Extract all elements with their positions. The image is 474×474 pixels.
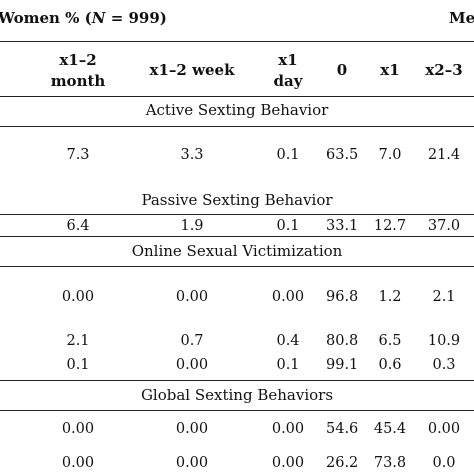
cell: 0.1 [276, 147, 300, 163]
cell: 10.9 [427, 333, 461, 349]
cell: 63.5 [326, 147, 359, 163]
cell: 0.6 [378, 357, 402, 373]
col-header-month-line1: x1–2 [59, 51, 97, 69]
cell: 0.00 [271, 289, 305, 305]
section-rule-global [0, 410, 474, 411]
cell: 0.00 [175, 455, 209, 471]
cell: 1.2 [378, 289, 402, 305]
cell: 0.00 [271, 421, 305, 437]
cell: 7.3 [66, 147, 90, 163]
women-n-symbol: N [91, 9, 106, 27]
cell: 33.1 [326, 218, 359, 234]
section-rule-victimization [0, 266, 474, 267]
cell: 0.00 [271, 455, 305, 471]
col-header-month-line2: month [50, 72, 106, 90]
col-header-zero: 0 [336, 61, 348, 79]
cell: 21.4 [427, 147, 461, 163]
cell: 0.1 [276, 357, 300, 373]
section-title-global: Global Sexting Behaviors [140, 386, 334, 404]
cell: 2.1 [432, 289, 456, 305]
cell: 96.8 [326, 289, 359, 305]
cell: 54.6 [326, 421, 359, 437]
cell: 73.8 [373, 455, 407, 471]
cell: 2.1 [66, 333, 90, 349]
section-rule-active [0, 126, 474, 127]
section-title-passive: Passive Sexting Behavior [141, 191, 333, 209]
cell: 0.00 [61, 455, 95, 471]
cell: 80.8 [326, 333, 359, 349]
women-count: = 999) [105, 9, 167, 27]
cell: 0.7 [180, 333, 204, 349]
col-header-day: x1 day [266, 50, 310, 92]
cell: 0.00 [175, 421, 209, 437]
cell: 26.2 [326, 455, 359, 471]
col-header-x1: x1 [380, 61, 400, 79]
cell: 0.00 [61, 289, 95, 305]
cell: 12.7 [373, 218, 407, 234]
col-header-x2-3: x2–3 [425, 61, 463, 79]
cell: 0.00 [61, 421, 95, 437]
section-end-rule-passive [0, 236, 474, 237]
cell: 0.00 [175, 357, 209, 373]
cell: 7.0 [378, 147, 402, 163]
section-title-victimization: Online Sexual Victimization [131, 242, 343, 260]
cell: 0.1 [276, 218, 300, 234]
cell: 99.1 [326, 357, 359, 373]
section-rule-passive [0, 214, 474, 215]
women-label: Women % ( [0, 9, 92, 27]
section-end-rule-victimization [0, 380, 474, 381]
cell: 37.0 [427, 218, 461, 234]
section-title-active: Active Sexting Behavior [145, 101, 329, 119]
cell: 3.3 [180, 147, 204, 163]
cell: 0.1 [66, 357, 90, 373]
cell: 6.4 [66, 218, 90, 234]
header-rule [0, 96, 474, 97]
cell: 0.0 [432, 455, 456, 471]
cell: 0.00 [427, 421, 461, 437]
women-group-header: Women % (N = 999) [0, 9, 167, 27]
cell: 1.9 [180, 218, 204, 234]
cell: 0.00 [175, 289, 209, 305]
men-group-header: Me [449, 9, 474, 27]
cell: 0.3 [432, 357, 456, 373]
col-header-day-line2: day [273, 72, 303, 90]
cell: 45.4 [373, 421, 407, 437]
col-header-month: x1–2 month [46, 50, 110, 92]
cell: 6.5 [378, 333, 402, 349]
col-header-week: x1–2 week [149, 61, 235, 79]
col-header-day-line1: x1 [278, 51, 298, 69]
cell: 0.4 [276, 333, 300, 349]
top-rule [0, 41, 474, 42]
